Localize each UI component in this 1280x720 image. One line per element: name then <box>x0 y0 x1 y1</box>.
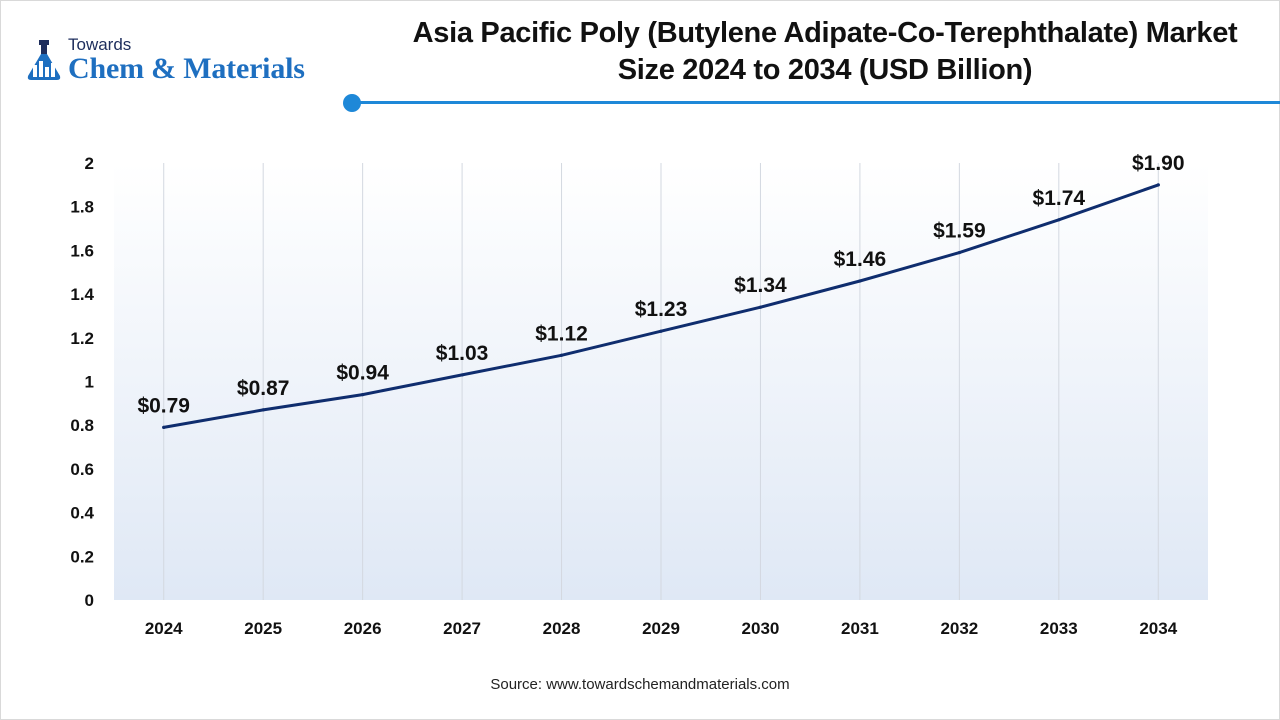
chart-title: Asia Pacific Poly (Butylene Adipate-Co-T… <box>372 15 1278 89</box>
data-point <box>559 353 564 357</box>
x-tick-label: 2025 <box>244 619 282 638</box>
brand-top-text: Towards <box>68 35 132 54</box>
data-label: $1.12 <box>535 322 588 345</box>
data-label: $0.94 <box>336 362 389 385</box>
data-label: $1.46 <box>834 248 887 271</box>
y-tick-label: 2 <box>85 154 94 173</box>
x-tick-label: 2027 <box>443 619 481 638</box>
x-tick-label: 2031 <box>841 619 879 638</box>
brand-logo[interactable]: Towards Chem & Materials <box>22 32 342 92</box>
data-point <box>261 408 265 412</box>
x-tick-label: 2033 <box>1040 619 1078 638</box>
y-tick-label: 1 <box>85 373 94 392</box>
data-point <box>361 393 365 397</box>
data-point <box>758 305 763 309</box>
x-tick-label: 2028 <box>543 619 581 638</box>
y-tick-label: 1.8 <box>70 198 94 217</box>
data-label: $1.90 <box>1132 152 1185 175</box>
chart-title-line-2: Size 2024 to 2034 (USD Billion) <box>617 54 1033 86</box>
title-underline-dot <box>343 94 361 112</box>
data-point <box>659 329 663 333</box>
data-point <box>1156 183 1160 187</box>
data-point <box>957 250 961 255</box>
data-label: $1.74 <box>1033 187 1086 210</box>
x-tick-label: 2032 <box>940 619 978 638</box>
flask-icon <box>27 40 61 80</box>
source-note: Source: www.towardschemandmaterials.com <box>490 676 790 693</box>
data-point <box>858 279 862 283</box>
y-tick-label: 0.2 <box>70 547 94 566</box>
x-tick-label: 2024 <box>145 619 183 638</box>
data-label: $1.59 <box>933 220 986 243</box>
x-tick-label: 2029 <box>642 619 680 638</box>
y-tick-label: 0.6 <box>70 460 94 479</box>
y-tick-label: 0.8 <box>70 416 94 435</box>
data-label: $1.34 <box>734 274 787 297</box>
y-tick-label: 1.2 <box>70 329 94 348</box>
data-point <box>1057 218 1061 222</box>
title-underline <box>352 101 1280 104</box>
y-tick-label: 1.6 <box>70 241 94 260</box>
data-label: $1.23 <box>635 298 688 321</box>
data-point <box>162 425 166 429</box>
brand-main-text: Chem & Materials <box>68 52 305 85</box>
y-tick-label: 0.4 <box>70 504 94 523</box>
y-tick-label: 0 <box>85 591 94 610</box>
chart-title-line-1: Asia Pacific Poly (Butylene Adipate-Co-T… <box>412 17 1238 49</box>
data-label: $0.87 <box>237 377 290 400</box>
x-tick-label: 2034 <box>1139 619 1177 638</box>
data-label: $1.03 <box>436 342 489 365</box>
x-tick-label: 2030 <box>742 619 780 638</box>
y-tick-label: 1.4 <box>70 285 94 304</box>
data-point <box>460 373 464 377</box>
x-tick-label: 2026 <box>344 619 382 638</box>
data-label: $0.79 <box>137 394 190 417</box>
